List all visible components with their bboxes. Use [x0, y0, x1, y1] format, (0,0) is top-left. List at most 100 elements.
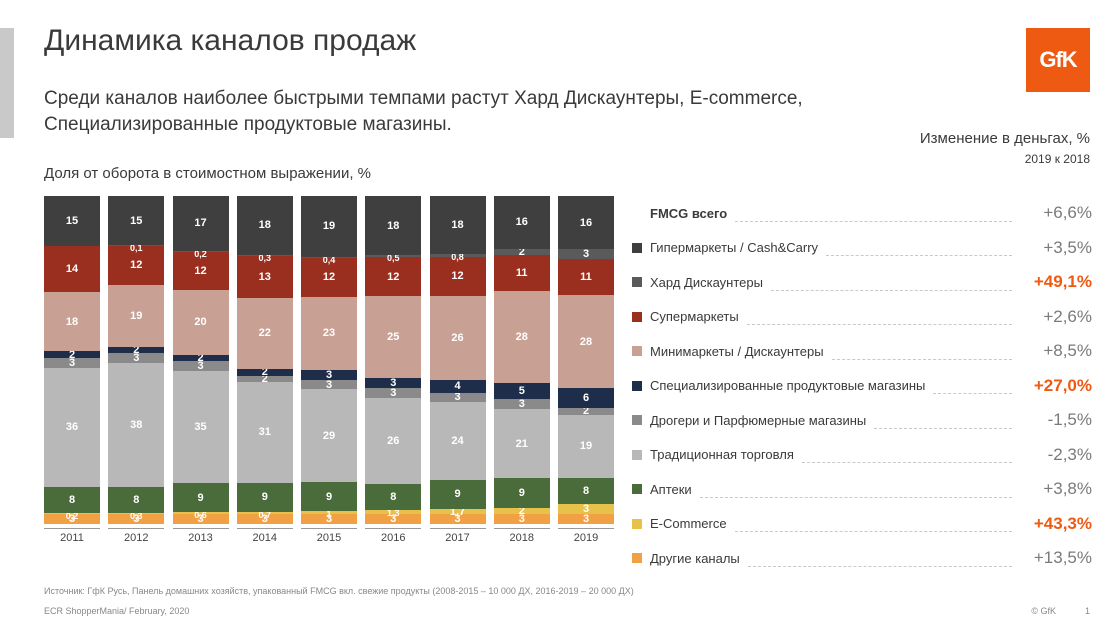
bar-segment: 23: [301, 297, 357, 371]
x-axis-label: 2019: [558, 528, 614, 544]
legend-swatch: [632, 553, 642, 563]
chart-plot-area: 30,28363218141530,38383219120,11530,6935…: [44, 196, 614, 524]
legend-label: Дрогери и Парфюмерные магазины: [650, 413, 866, 428]
legend-value: -1,5%: [1020, 410, 1092, 430]
legend-leader-line: [735, 221, 1012, 222]
legend-panel: FMCG всего+6,6%Гипермаркеты / Cash&Carry…: [632, 196, 1092, 576]
legend-value: +3,8%: [1020, 479, 1092, 499]
bar-segment: 19: [301, 196, 357, 257]
bar-segment: 9: [430, 480, 486, 509]
legend-swatch: [632, 277, 642, 287]
bar-column: 32921352811216: [494, 196, 550, 524]
bar-segment: 8: [365, 484, 421, 510]
legend-leader-line: [802, 462, 1012, 463]
bar-segment: 9: [173, 483, 229, 512]
bar-segment: 22: [237, 298, 293, 369]
bar-segment: 9: [237, 483, 293, 512]
bar-segment: 18: [365, 196, 421, 255]
source-note: Источник: ГфК Русь, Панель домашних хозя…: [44, 586, 634, 596]
slide-accent-bar: [0, 28, 14, 138]
x-axis-label: 2018: [494, 528, 550, 544]
bar-segment: 18: [44, 292, 100, 352]
bar-segment: 18: [430, 196, 486, 254]
page-subtitle: Среди каналов наиболее быстрыми темпами …: [44, 86, 804, 137]
bar-segment: 8: [108, 487, 164, 513]
legend-leader-line: [748, 566, 1012, 567]
bar-segment: 28: [494, 291, 550, 383]
legend-swatch: [632, 484, 642, 494]
gfk-logo: GfK: [1026, 28, 1090, 92]
legend-label: Супермаркеты: [650, 309, 739, 324]
legend-swatch: [632, 346, 642, 356]
right-panel-header: Изменение в деньгах, %: [920, 130, 1090, 147]
x-axis-label: 2012: [108, 528, 164, 544]
legend-value: -2,3%: [1020, 445, 1092, 465]
x-axis-label: 2015: [301, 528, 357, 544]
bar-segment: 19: [108, 285, 164, 347]
bar-segment: 12: [430, 257, 486, 296]
x-axis-label: 2014: [237, 528, 293, 544]
legend-row: Супермаркеты +2,6%: [632, 300, 1092, 335]
bar-segment: 15: [108, 196, 164, 245]
stacked-bar-chart: 30,28363218141530,38383219120,11530,6935…: [44, 196, 614, 546]
footer-left: ECR ShopperMania/ February, 2020: [44, 606, 189, 616]
legend-leader-line: [700, 497, 1012, 498]
legend-row: Другие каналы+13,5%: [632, 541, 1092, 576]
legend-leader-line: [747, 324, 1012, 325]
bar-segment: 3: [558, 249, 614, 259]
bar-segment: 18: [237, 196, 293, 254]
bar-segment: 35: [173, 371, 229, 484]
bar-segment: 3: [494, 399, 550, 409]
bar-segment: 2: [494, 249, 550, 256]
bar-segment: 16: [494, 196, 550, 248]
legend-row: FMCG всего+6,6%: [632, 196, 1092, 231]
x-axis-label: 2013: [173, 528, 229, 544]
bar-segment: 21: [494, 409, 550, 478]
bar-segment: 11: [494, 255, 550, 291]
legend-leader-line: [933, 393, 1012, 394]
bar-segment: 3: [301, 380, 357, 390]
legend-value: +2,6%: [1020, 307, 1092, 327]
bar-segment: 29: [301, 389, 357, 482]
bar-segment: 3: [430, 393, 486, 403]
bar-column: 30,69353220120,217: [173, 196, 229, 524]
bar-segment: 0,8: [430, 254, 486, 257]
bar-segment: 2: [44, 351, 100, 358]
page-title: Динамика каналов продаж: [44, 24, 416, 58]
bar-segment: 19: [558, 415, 614, 478]
bar-segment: 0,2: [44, 513, 100, 514]
bar-segment: 31: [237, 382, 293, 483]
legend-row: Гипермаркеты / Cash&Carry+3,5%: [632, 231, 1092, 266]
bar-segment: 20: [173, 290, 229, 354]
legend-label: Гипермаркеты / Cash&Carry: [650, 240, 818, 255]
bar-segment: 0,3: [108, 513, 164, 514]
legend-label: Аптеки: [650, 482, 692, 497]
legend-swatch: [632, 519, 642, 529]
legend-leader-line: [771, 290, 1012, 291]
bar-column: 33819262811316: [558, 196, 614, 524]
bar-segment: 8: [44, 487, 100, 513]
bar-segment: 3: [558, 514, 614, 524]
bar-segment: 0,2: [173, 251, 229, 252]
bar-segment: 5: [494, 383, 550, 399]
page-number: 1: [1085, 606, 1090, 616]
bar-segment: 24: [430, 402, 486, 480]
bar-segment: 2: [108, 347, 164, 354]
bar-segment: 3: [365, 388, 421, 398]
legend-swatch: [632, 243, 642, 253]
legend-leader-line: [832, 359, 1012, 360]
bar-segment: 4: [430, 380, 486, 393]
bar-column: 319293323120,419: [301, 196, 357, 524]
legend-leader-line: [735, 531, 1012, 532]
bar-segment: 2: [558, 408, 614, 415]
bar-segment: 0,3: [237, 255, 293, 256]
bar-segment: 0,5: [365, 255, 421, 257]
right-panel-subheader: 2019 к 2018: [1025, 152, 1090, 166]
legend-label: Минимаркеты / Дискаунтеры: [650, 344, 824, 359]
legend-value: +13,5%: [1020, 548, 1092, 568]
bar-segment: 2: [237, 369, 293, 375]
legend-label: Традиционная торговля: [650, 447, 794, 462]
footer-right: © GfK: [1031, 606, 1056, 616]
bar-segment: 9: [301, 482, 357, 511]
bar-segment: 0,7: [237, 512, 293, 514]
